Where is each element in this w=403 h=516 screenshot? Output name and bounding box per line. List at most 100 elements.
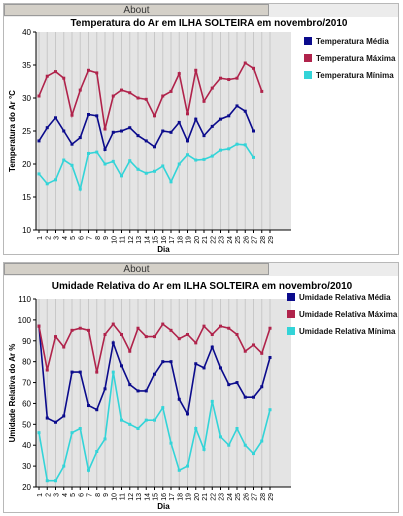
data-point-minima bbox=[144, 171, 148, 175]
data-point-minima bbox=[103, 437, 107, 441]
data-point-maxima bbox=[136, 96, 140, 100]
chart-title: Umidade Relativa do Ar em ILHA SOLTEIRA … bbox=[52, 281, 353, 292]
data-point-minima bbox=[252, 155, 255, 159]
y-tick-label: 80 bbox=[22, 358, 31, 367]
tab-about[interactable]: About bbox=[4, 4, 269, 16]
data-point-media bbox=[128, 126, 132, 130]
data-point-media bbox=[235, 104, 239, 108]
data-point-minima bbox=[177, 162, 181, 166]
data-point-minima bbox=[194, 427, 198, 431]
y-tick-label: 30 bbox=[22, 94, 31, 103]
data-point-maxima bbox=[103, 333, 107, 337]
data-point-maxima bbox=[268, 326, 272, 330]
x-tick-label: 11 bbox=[120, 493, 127, 500]
data-point-maxima bbox=[45, 368, 49, 372]
x-tick-label: 27 bbox=[252, 493, 259, 501]
data-point-media bbox=[210, 124, 214, 128]
y-tick-label: 70 bbox=[22, 379, 31, 388]
data-point-media bbox=[70, 142, 74, 146]
humidity-chart-panel: About 20 30 40 50 60 70 80 90 100 110 1 2 3 4 5 6 7 8 9 10 1… bbox=[3, 262, 399, 513]
data-point-media bbox=[54, 116, 57, 120]
x-tick-label: 6 bbox=[78, 236, 85, 240]
x-tick-label: 5 bbox=[70, 236, 77, 240]
data-point-media bbox=[235, 381, 239, 385]
data-point-minima bbox=[144, 418, 148, 422]
data-point-media bbox=[243, 395, 247, 399]
chart-title: Temperatura do Ar em ILHA SOLTEIRA em no… bbox=[71, 18, 348, 29]
x-tick-label: 16 bbox=[161, 236, 168, 244]
data-point-minima bbox=[45, 479, 49, 483]
data-point-maxima bbox=[219, 324, 222, 328]
data-point-minima bbox=[128, 159, 132, 163]
data-point-maxima bbox=[227, 78, 231, 82]
data-point-media bbox=[169, 130, 173, 134]
x-tick-label: 20 bbox=[194, 236, 201, 244]
plot-area bbox=[36, 299, 291, 487]
y-tick-label: 25 bbox=[22, 127, 31, 136]
y-tick-label: 50 bbox=[22, 420, 31, 429]
y-tick-label: 90 bbox=[22, 337, 31, 346]
y-tick-label: 15 bbox=[22, 193, 31, 202]
data-point-maxima bbox=[111, 322, 115, 326]
data-point-minima bbox=[186, 464, 189, 468]
y-axis-label: Umidade Relativa do Ar % bbox=[8, 344, 17, 443]
x-tick-label: 25 bbox=[235, 236, 242, 244]
y-tick-label: 40 bbox=[22, 28, 31, 37]
series-line-maxima bbox=[38, 61, 263, 130]
data-point-maxima bbox=[210, 333, 214, 337]
x-tick-label: 7 bbox=[87, 493, 94, 497]
data-point-maxima bbox=[252, 343, 255, 347]
data-point-media bbox=[202, 134, 206, 138]
tab-bar: About bbox=[4, 263, 398, 276]
data-point-minima bbox=[202, 157, 206, 161]
data-point-maxima bbox=[153, 114, 156, 118]
data-point-media bbox=[95, 408, 99, 412]
data-point-maxima bbox=[235, 333, 239, 337]
data-point-maxima bbox=[45, 74, 49, 78]
x-tick-label: 8 bbox=[95, 236, 102, 240]
data-point-minima bbox=[54, 479, 57, 483]
data-point-media bbox=[260, 385, 264, 389]
data-point-minima bbox=[161, 406, 165, 410]
x-tick-label: 23 bbox=[219, 236, 226, 244]
data-point-minima bbox=[186, 153, 189, 157]
data-point-maxima bbox=[186, 333, 189, 337]
x-tick-label: 10 bbox=[111, 493, 118, 501]
tab-about[interactable]: About bbox=[4, 263, 269, 275]
data-point-maxima bbox=[87, 68, 90, 72]
data-point-minima bbox=[37, 431, 41, 435]
data-point-minima bbox=[194, 158, 198, 162]
legend-swatch-minima bbox=[287, 327, 295, 335]
data-point-minima bbox=[111, 370, 115, 374]
data-point-maxima bbox=[177, 72, 181, 76]
data-point-minima bbox=[136, 427, 140, 431]
x-tick-label: 13 bbox=[136, 493, 143, 501]
data-point-media bbox=[87, 404, 90, 408]
data-point-minima bbox=[70, 163, 74, 167]
x-tick-label: 17 bbox=[169, 493, 176, 501]
y-tick-label: 110 bbox=[18, 295, 31, 304]
data-point-minima bbox=[210, 399, 214, 403]
data-point-maxima bbox=[260, 89, 264, 93]
data-point-maxima bbox=[144, 335, 148, 339]
x-tick-label: 6 bbox=[78, 493, 85, 497]
data-point-minima bbox=[219, 148, 222, 152]
x-tick-label: 26 bbox=[243, 236, 250, 244]
data-point-maxima bbox=[120, 333, 123, 337]
data-point-media bbox=[252, 395, 255, 399]
data-point-maxima bbox=[128, 349, 132, 353]
x-tick-label: 13 bbox=[136, 236, 143, 244]
x-tick-label: 9 bbox=[103, 493, 110, 497]
x-tick-label: 22 bbox=[210, 236, 217, 244]
data-point-media bbox=[120, 129, 123, 133]
x-tick-label: 7 bbox=[87, 236, 94, 240]
data-point-minima bbox=[243, 443, 247, 447]
data-point-minima bbox=[219, 435, 222, 439]
x-tick-label: 16 bbox=[161, 493, 168, 501]
legend-label-maxima: Umidade Relativa Máxima bbox=[299, 310, 398, 319]
data-point-media bbox=[202, 366, 206, 370]
y-tick-label: 20 bbox=[22, 483, 31, 492]
data-point-minima bbox=[153, 418, 156, 422]
x-tick-label: 3 bbox=[54, 493, 61, 497]
y-tick-label: 30 bbox=[22, 462, 31, 471]
